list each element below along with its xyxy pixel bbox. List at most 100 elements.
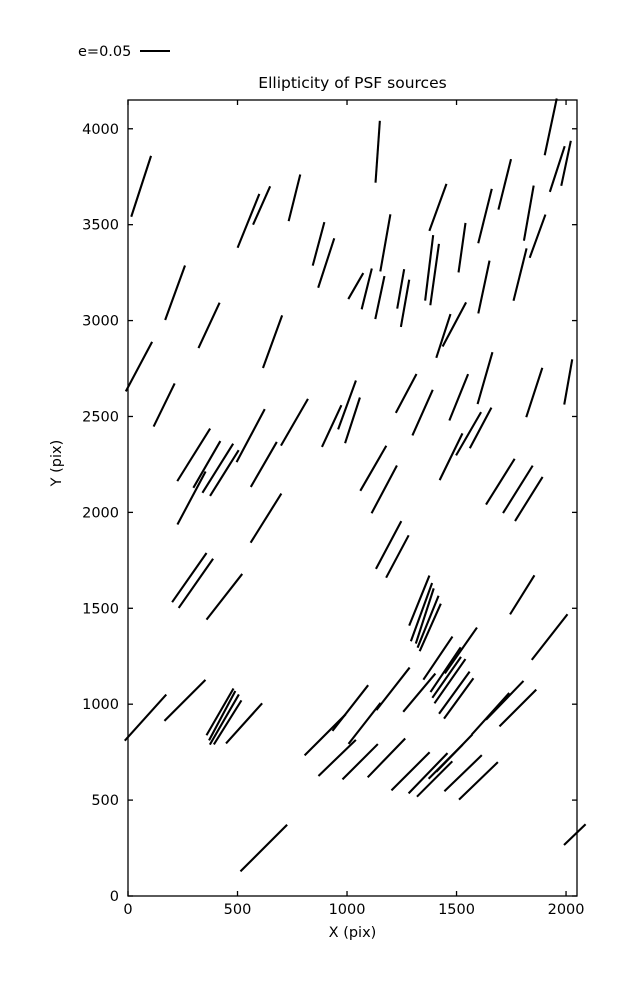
whisker-segment <box>303 713 347 757</box>
whisker-segment <box>347 702 382 745</box>
whisker-segment <box>164 265 186 321</box>
whisker-segment <box>399 279 411 328</box>
whisker-segment <box>431 656 462 699</box>
whisker-segment <box>287 174 302 222</box>
whisker-segment <box>563 359 574 405</box>
whisker-segment <box>123 693 168 742</box>
whisker-segment <box>512 248 528 301</box>
y-tick-label: 2000 <box>82 505 119 521</box>
y-tick-label: 3500 <box>82 218 119 234</box>
whisker-segment <box>176 427 212 482</box>
whisker-segment <box>394 373 418 414</box>
whisker-segment <box>509 574 536 615</box>
whisker-segment <box>560 140 572 187</box>
legend-key-label: e=0.05 <box>78 44 132 60</box>
whisker-segment <box>514 476 544 522</box>
whisker-segment <box>407 752 449 795</box>
whisker-segment <box>497 158 513 210</box>
y-tick-label: 1000 <box>82 697 119 713</box>
whisker-segment <box>522 185 535 241</box>
whisker-segment <box>344 397 361 444</box>
whisker-segment <box>239 823 288 873</box>
whisker-segments <box>123 98 587 873</box>
whisker-segment <box>360 268 373 310</box>
whisker-segment <box>563 823 587 846</box>
whisker-segment <box>477 260 491 314</box>
whisker-segment <box>435 313 452 359</box>
whisker-segment <box>390 751 431 792</box>
whisker-segment <box>359 445 388 492</box>
whisker-segment <box>477 188 493 244</box>
whisker-segment <box>375 666 411 711</box>
whisker-segment <box>530 613 569 661</box>
whisker-segment <box>385 534 410 579</box>
x-tick-label: 2000 <box>548 902 585 918</box>
whisker-segment <box>375 520 403 570</box>
whisker-segment <box>438 432 464 481</box>
whisker-segment <box>528 214 547 259</box>
whisker-segment <box>331 684 369 732</box>
whisker-segment <box>317 739 357 777</box>
whisker-segment <box>311 221 326 266</box>
axes-frame-rect <box>127 99 578 897</box>
y-tick-label: 3000 <box>82 314 119 330</box>
whisker-segment <box>124 341 154 392</box>
legend-key-line <box>140 50 171 52</box>
whisker-segment <box>548 145 566 193</box>
whisker-segment <box>130 155 153 218</box>
y-tick-label: 500 <box>91 793 119 809</box>
axes-ticks <box>127 100 577 897</box>
axes-tick-labels: 0 500 1000 1500 2000 0 500 1000 1500 2000 2500 3000… <box>82 122 584 918</box>
whisker-segment <box>485 458 516 506</box>
whisker-segment <box>209 449 240 497</box>
whisker-segment <box>341 743 379 781</box>
whisker-segment <box>249 441 278 488</box>
whisker-segment <box>485 680 525 721</box>
whisker-segment <box>176 471 207 525</box>
whisker-segment <box>422 636 454 681</box>
whisker-segment <box>435 733 474 773</box>
x-tick-label: 0 <box>123 902 132 918</box>
whisker-segment <box>249 492 283 544</box>
whisker-segment <box>177 558 214 609</box>
y-axis-label: Y (pix) <box>49 439 65 487</box>
whisker-segment <box>443 626 478 675</box>
whisker-segment <box>429 243 440 306</box>
whisker-segment <box>416 760 454 798</box>
whisker-segment <box>208 690 237 741</box>
whisker-segment <box>411 389 434 436</box>
whisker-segment <box>438 671 471 715</box>
whisker-segment <box>458 761 499 801</box>
whisker-segment <box>370 465 398 514</box>
whisker-segment <box>455 411 482 456</box>
whisker-segment <box>502 465 534 514</box>
whisker-segment <box>374 275 386 320</box>
whisker-segment <box>448 373 470 421</box>
whisker-segment <box>366 737 406 779</box>
whisker-segment <box>192 440 222 489</box>
whisker-segment <box>468 407 493 449</box>
page-title: Ellipticity of PSF sources <box>258 74 447 92</box>
x-tick-label: 500 <box>224 902 252 918</box>
whisker-segment <box>337 380 357 430</box>
whisker-segment <box>416 595 440 649</box>
whisker-segment <box>201 443 235 494</box>
whisker-segment <box>409 582 434 642</box>
y-tick-label: 2500 <box>82 409 119 425</box>
whisker-segment <box>433 658 467 704</box>
whisker-segment <box>321 404 343 448</box>
whisker-segment <box>476 351 494 405</box>
whisker-segment <box>205 573 244 621</box>
whisker-segment <box>424 234 435 301</box>
y-tick-label: 0 <box>110 889 119 905</box>
whisker-segment <box>163 679 207 722</box>
whisker-segment <box>347 272 365 300</box>
whisker-segment <box>543 98 558 156</box>
axes-frame <box>127 99 578 897</box>
y-tick-label: 1500 <box>82 601 119 617</box>
whisker-segment <box>212 699 243 746</box>
whisker-segment <box>236 193 261 249</box>
whisker-segment <box>414 588 435 644</box>
whisker-segment <box>429 646 462 693</box>
